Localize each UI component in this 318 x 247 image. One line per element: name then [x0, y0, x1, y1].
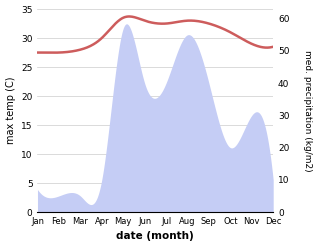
Y-axis label: max temp (C): max temp (C)	[5, 77, 16, 144]
X-axis label: date (month): date (month)	[116, 231, 194, 242]
Y-axis label: med. precipitation (kg/m2): med. precipitation (kg/m2)	[303, 50, 313, 171]
